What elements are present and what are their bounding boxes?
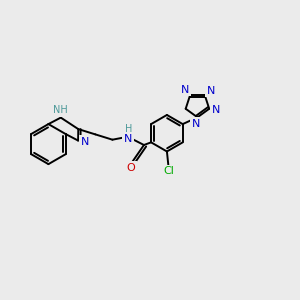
Text: O: O [126,163,135,173]
Text: H: H [125,124,132,134]
Text: N: N [212,105,220,115]
Text: N: N [124,134,132,144]
Text: Cl: Cl [163,167,174,176]
Text: N: N [80,137,89,147]
Text: NH: NH [53,105,68,115]
Text: N: N [192,119,200,129]
Text: N: N [181,85,189,94]
Text: N: N [206,85,215,95]
